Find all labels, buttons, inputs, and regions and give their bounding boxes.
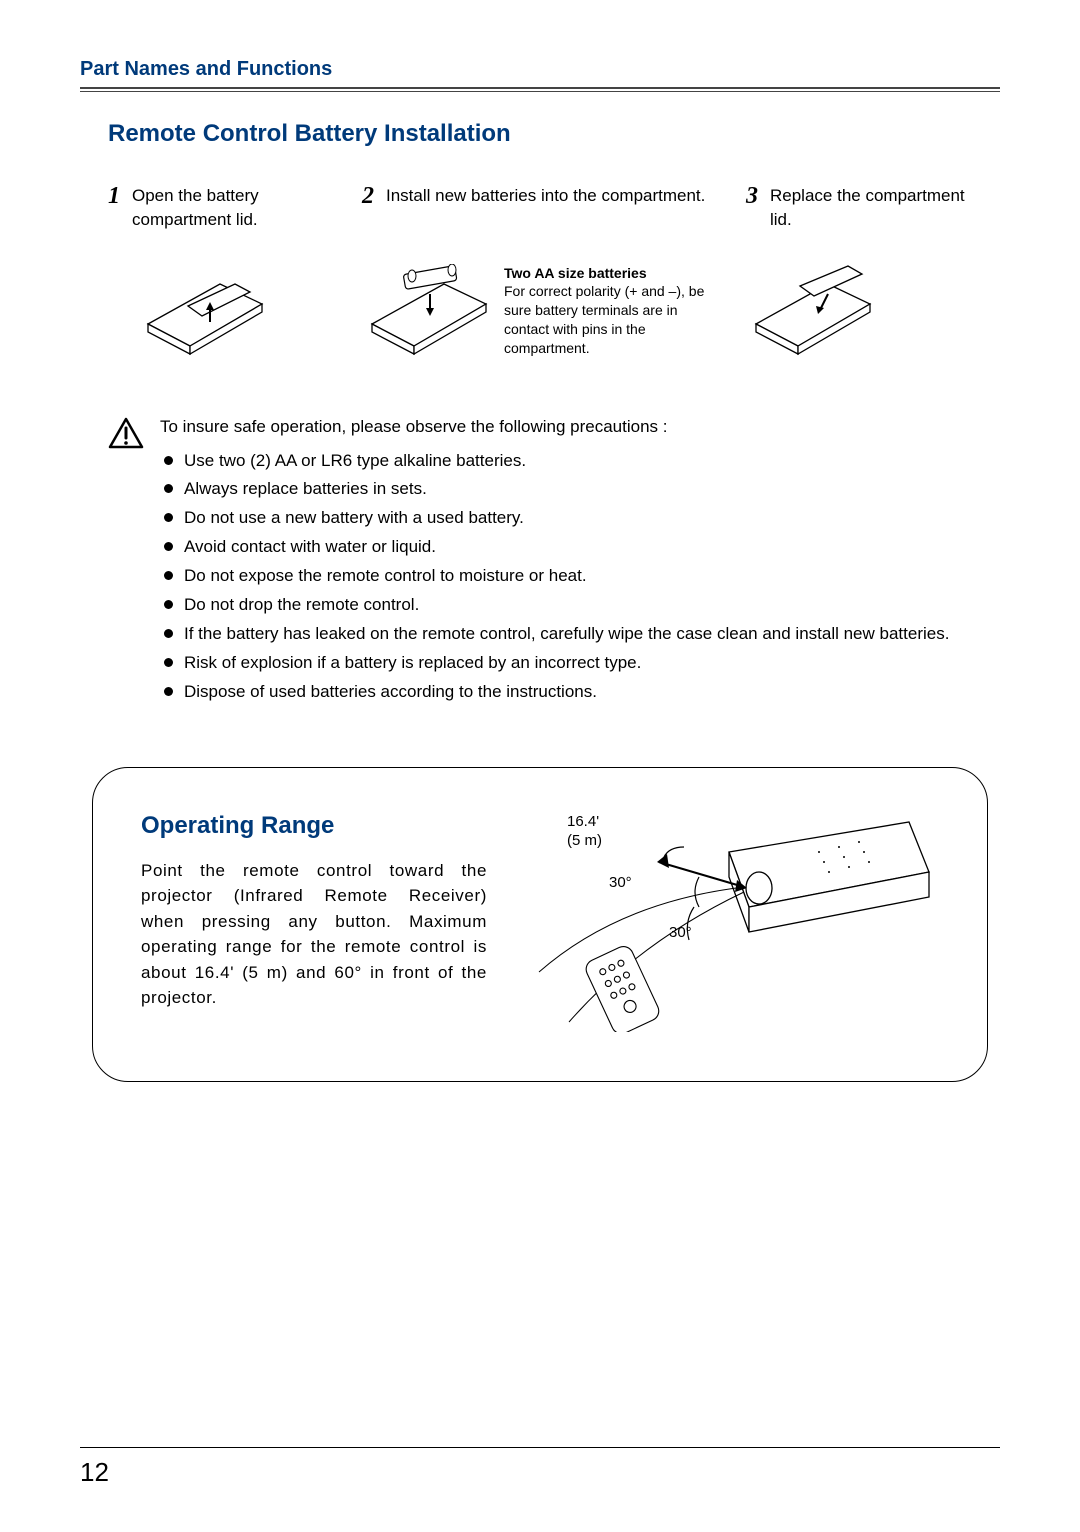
caution-item: Do not use a new battery with a used bat… — [184, 504, 1000, 533]
step-3: 3 Replace the compartment lid. — [746, 184, 976, 232]
subsection-title: Remote Control Battery Installation — [108, 120, 1000, 148]
caution-item: Do not drop the remote control. — [184, 591, 1000, 620]
step-text: Install new batteries into the compartme… — [386, 184, 705, 232]
illustration-3 — [748, 264, 948, 369]
operating-range-body: Point the remote control toward the proj… — [141, 858, 487, 1011]
caution-intro: To insure safe operation, please observe… — [160, 417, 1000, 437]
step-1: 1 Open the battery compartment lid. — [108, 184, 338, 232]
caution-item: Always replace batteries in sets. — [184, 475, 1000, 504]
distance-label: 16.4' (5 m) — [567, 812, 602, 851]
remote-close-lid-icon — [748, 264, 878, 364]
remote-insert-battery-icon — [364, 264, 494, 364]
operating-range-diagram: 16.4' (5 m) 30° 30° — [519, 812, 939, 1037]
operating-range-box: Operating Range Point the remote control… — [92, 767, 988, 1082]
battery-note-title: Two AA size batteries — [504, 264, 724, 283]
operating-range-title: Operating Range — [141, 812, 487, 840]
steps-row: 1 Open the battery compartment lid. 2 In… — [108, 184, 1000, 232]
step-text: Open the battery compartment lid. — [132, 184, 338, 232]
caution-item: Avoid contact with water or liquid. — [184, 533, 1000, 562]
step-number: 1 — [108, 184, 120, 232]
caution-item: Use two (2) AA or LR6 type alkaline batt… — [184, 447, 1000, 476]
illustration-1 — [140, 264, 340, 369]
caution-list: Use two (2) AA or LR6 type alkaline batt… — [160, 447, 1000, 707]
step-number: 2 — [362, 184, 374, 232]
warning-icon — [108, 417, 144, 449]
caution-item: Do not expose the remote control to mois… — [184, 562, 1000, 591]
battery-note: Two AA size batteries For correct polari… — [504, 264, 724, 369]
footer-rule — [80, 1447, 1000, 1448]
page-number: 12 — [80, 1457, 109, 1488]
illustration-2: Two AA size batteries For correct polari… — [364, 264, 724, 369]
angle-label-2: 30° — [669, 924, 692, 941]
caution-block: To insure safe operation, please observe… — [108, 417, 1000, 707]
step-number: 3 — [746, 184, 758, 232]
header-rule — [80, 87, 1000, 92]
caution-item: Dispose of used batteries according to t… — [184, 678, 1000, 707]
section-header: Part Names and Functions — [80, 58, 1000, 81]
step-2: 2 Install new batteries into the compart… — [362, 184, 722, 232]
caution-item: If the battery has leaked on the remote … — [184, 620, 1000, 649]
step-text: Replace the compartment lid. — [770, 184, 976, 232]
remote-open-lid-icon — [140, 264, 270, 364]
angle-label-1: 30° — [609, 874, 632, 891]
caution-item: Risk of explosion if a battery is replac… — [184, 649, 1000, 678]
caution-text: To insure safe operation, please observe… — [160, 417, 1000, 707]
illustration-row: Two AA size batteries For correct polari… — [140, 264, 1000, 369]
battery-note-body: For correct polarity (+ and –), be sure … — [504, 282, 724, 358]
operating-range-text: Operating Range Point the remote control… — [141, 812, 487, 1037]
